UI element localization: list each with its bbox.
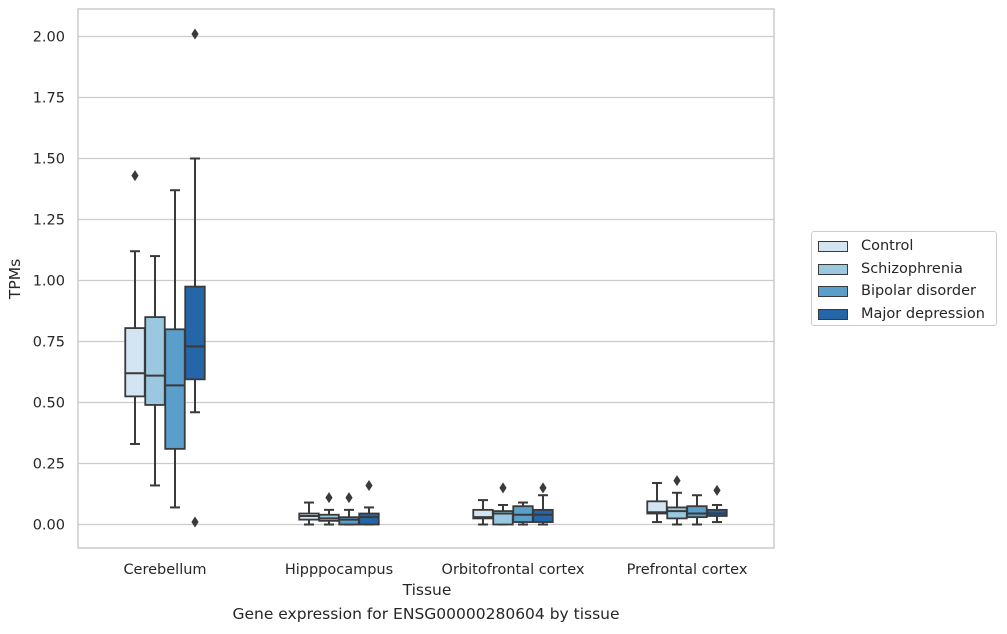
box-0-3: [184, 28, 206, 528]
y-tick-label: 1.75: [33, 91, 65, 107]
box-0-2: [164, 189, 186, 509]
legend-swatch: [818, 308, 848, 320]
x-tick-labels: Cerebellum Hipppocampus Orbitofrontal cort…: [123, 562, 747, 578]
box-3-3: [706, 484, 728, 524]
box-2-0: [472, 499, 494, 526]
y-tick-label: 0.75: [33, 335, 65, 351]
y-tick-label: 0.00: [33, 518, 65, 534]
axes-frame: [77, 8, 775, 549]
box-2-2: [512, 501, 534, 526]
y-tick-label: 2.00: [33, 30, 65, 46]
x-tick-label: Hipppocampus: [285, 562, 393, 578]
box-body: [338, 516, 360, 526]
box-2-1: [492, 482, 514, 526]
legend-item-major-depression: Major depression: [818, 304, 985, 324]
outlier-point: [539, 482, 547, 494]
legend-label: Schizophrenia: [861, 261, 963, 277]
grid-lines: [78, 35, 774, 526]
box-body: [184, 285, 206, 381]
legend-swatch: [818, 285, 848, 297]
outlier-point: [131, 170, 139, 182]
y-tick-label: 1.50: [33, 152, 65, 168]
outlier-point: [673, 475, 681, 487]
y-tick-label: 1.00: [33, 274, 65, 290]
box-body: [164, 328, 186, 450]
outlier-point: [345, 492, 353, 504]
box-body: [532, 508, 554, 523]
legend-item-bipolar-disorder: Bipolar disorder: [818, 281, 976, 301]
box-3-1: [666, 475, 688, 526]
box-1-2: [338, 492, 360, 526]
box-body: [686, 505, 708, 519]
y-tick-label: 1.25: [33, 213, 65, 229]
outlier-point: [191, 28, 199, 40]
box-1-1: [318, 492, 340, 526]
legend: Control Schizophrenia Bipolar disorder M…: [811, 231, 997, 326]
outlier-point: [365, 479, 373, 491]
box-body: [124, 327, 146, 398]
box-body: [358, 512, 380, 526]
x-tick-label: Orbitofrontal cortex: [442, 562, 585, 578]
legend-item-control: Control: [818, 236, 913, 256]
box-2-3: [532, 482, 554, 526]
outlier-point: [191, 516, 199, 528]
y-tick-label: 0.50: [33, 396, 65, 412]
box-0-0: [124, 170, 146, 445]
x-tick-label: Prefrontal cortex: [627, 562, 748, 578]
chart-caption: Gene expression for ENSG00000280604 by t…: [232, 605, 620, 623]
legend-swatch: [818, 240, 848, 252]
box-body: [666, 506, 688, 520]
legend-label: Bipolar disorder: [861, 283, 976, 299]
box-3-0: [646, 482, 668, 524]
box-1-3: [358, 479, 380, 526]
x-axis-label: Tissue: [402, 581, 452, 599]
legend-label: Control: [861, 238, 914, 254]
box-1-0: [298, 501, 320, 526]
y-tick-labels: 0.00 0.25 0.50 0.75 1.00 1.25 1.50 1.75 2.00: [33, 30, 65, 534]
box-0-1: [144, 255, 166, 487]
x-tick-label: Cerebellum: [123, 562, 206, 578]
outlier-point: [325, 492, 333, 504]
boxes: [124, 28, 728, 528]
y-axis-label: TPMs: [6, 259, 24, 300]
y-tick-label: 0.25: [33, 457, 65, 473]
legend-swatch: [818, 263, 848, 275]
outlier-point: [499, 482, 507, 494]
outlier-point: [713, 484, 721, 496]
box-3-2: [686, 494, 708, 526]
box-body: [144, 316, 166, 406]
legend-label: Major depression: [861, 306, 985, 322]
legend-item-schizophrenia: Schizophrenia: [818, 259, 963, 279]
